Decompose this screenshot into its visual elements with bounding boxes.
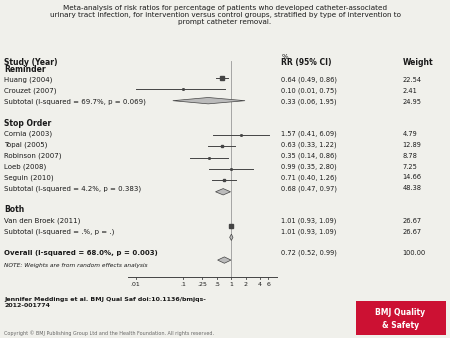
Text: 24.95: 24.95 — [403, 99, 422, 105]
Text: Subtotal (I-squared = .%, p = .): Subtotal (I-squared = .%, p = .) — [4, 228, 115, 235]
Text: 0.35 (0.14, 0.86): 0.35 (0.14, 0.86) — [281, 152, 337, 159]
Text: BMJ Quality: BMJ Quality — [375, 308, 426, 317]
Text: .25: .25 — [198, 282, 207, 287]
Text: Robinson (2007): Robinson (2007) — [4, 152, 62, 159]
Text: & Safety: & Safety — [382, 321, 419, 330]
Text: 12.89: 12.89 — [403, 142, 422, 148]
Text: 2.41: 2.41 — [403, 88, 418, 94]
Text: .1: .1 — [180, 282, 186, 287]
Text: Loeb (2008): Loeb (2008) — [4, 163, 47, 170]
Text: 4: 4 — [258, 282, 262, 287]
Text: Subtotal (I-squared = 4.2%, p = 0.383): Subtotal (I-squared = 4.2%, p = 0.383) — [4, 185, 142, 192]
Text: Huang (2004): Huang (2004) — [4, 77, 53, 83]
Text: Copyright © BMJ Publishing Group Ltd and the Health Foundation. All rights reser: Copyright © BMJ Publishing Group Ltd and… — [4, 331, 215, 336]
Text: 100.00: 100.00 — [403, 250, 426, 256]
Text: 26.67: 26.67 — [403, 218, 422, 224]
Text: 0.72 (0.52, 0.99): 0.72 (0.52, 0.99) — [281, 250, 337, 257]
Text: 1.01 (0.93, 1.09): 1.01 (0.93, 1.09) — [281, 228, 337, 235]
Text: Both: Both — [4, 206, 25, 214]
Text: Overall (I-squared = 68.0%, p = 0.003): Overall (I-squared = 68.0%, p = 0.003) — [4, 250, 158, 256]
Polygon shape — [230, 234, 233, 241]
Text: 4.79: 4.79 — [403, 131, 418, 137]
Text: 8.78: 8.78 — [403, 153, 418, 159]
Text: 1.57 (0.41, 6.09): 1.57 (0.41, 6.09) — [281, 131, 337, 138]
Text: 7.25: 7.25 — [403, 164, 418, 170]
Text: Seguin (2010): Seguin (2010) — [4, 174, 54, 181]
Text: 6: 6 — [266, 282, 270, 287]
Text: 1: 1 — [229, 282, 233, 287]
Text: Weight: Weight — [403, 58, 433, 67]
Text: 48.38: 48.38 — [403, 185, 422, 191]
Text: 0.71 (0.40, 1.26): 0.71 (0.40, 1.26) — [281, 174, 337, 181]
Text: .5: .5 — [214, 282, 220, 287]
Text: RR (95% CI): RR (95% CI) — [281, 58, 332, 67]
Text: 2: 2 — [243, 282, 248, 287]
Text: Reminder: Reminder — [4, 65, 46, 74]
Polygon shape — [218, 257, 231, 263]
Text: Topal (2005): Topal (2005) — [4, 142, 48, 148]
Text: 0.33 (0.06, 1.95): 0.33 (0.06, 1.95) — [281, 98, 337, 105]
Polygon shape — [173, 97, 245, 104]
Text: Subtotal (I-squared = 69.7%, p = 0.069): Subtotal (I-squared = 69.7%, p = 0.069) — [4, 98, 146, 105]
Text: Study (Year): Study (Year) — [4, 58, 58, 67]
Text: 0.68 (0.47, 0.97): 0.68 (0.47, 0.97) — [281, 185, 337, 192]
Text: 0.99 (0.35, 2.80): 0.99 (0.35, 2.80) — [281, 163, 337, 170]
Text: Stop Order: Stop Order — [4, 119, 52, 128]
Text: NOTE: Weights are from random effects analysis: NOTE: Weights are from random effects an… — [4, 263, 148, 268]
Text: Jennifer Meddings et al. BMJ Qual Saf doi:10.1136/bmjqs-
2012-001774: Jennifer Meddings et al. BMJ Qual Saf do… — [4, 297, 207, 308]
Text: 0.63 (0.33, 1.22): 0.63 (0.33, 1.22) — [281, 142, 337, 148]
Text: 26.67: 26.67 — [403, 228, 422, 235]
Text: Van den Broek (2011): Van den Broek (2011) — [4, 217, 81, 224]
Text: Meta-analysis of risk ratios for percentage of patients who developed catheter-a: Meta-analysis of risk ratios for percent… — [50, 5, 400, 25]
Polygon shape — [216, 189, 230, 195]
Text: 14.66: 14.66 — [403, 174, 422, 180]
Text: 0.10 (0.01, 0.75): 0.10 (0.01, 0.75) — [281, 88, 337, 94]
Text: 1.01 (0.93, 1.09): 1.01 (0.93, 1.09) — [281, 217, 337, 224]
Text: Crouzet (2007): Crouzet (2007) — [4, 88, 57, 94]
Text: %: % — [281, 54, 288, 61]
Text: 0.64 (0.49, 0.86): 0.64 (0.49, 0.86) — [281, 77, 337, 83]
Text: Cornia (2003): Cornia (2003) — [4, 131, 53, 138]
Text: 22.54: 22.54 — [403, 77, 422, 83]
Text: .01: .01 — [131, 282, 140, 287]
